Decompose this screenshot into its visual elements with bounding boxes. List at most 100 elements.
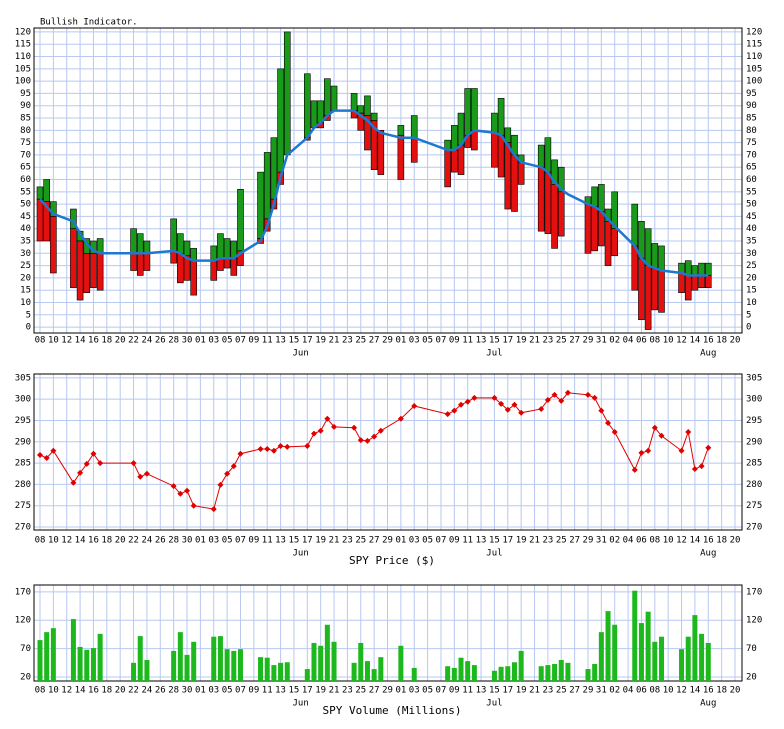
price-point — [237, 450, 244, 457]
bullish-bar — [277, 68, 284, 173]
x-tick-label: 26 — [155, 536, 166, 546]
volume-bar — [612, 624, 618, 681]
x-tick-label: 16 — [703, 686, 714, 696]
volume-bar — [70, 619, 76, 681]
x-tick-label: 28 — [168, 686, 179, 696]
price-point — [397, 415, 404, 422]
volume-bar — [638, 623, 644, 681]
bearish-bar — [377, 130, 385, 175]
volume-bar — [304, 669, 310, 681]
y-tick-label: 20 — [20, 673, 31, 683]
bullish-bar — [304, 73, 311, 139]
x-tick-label: 04 — [623, 336, 634, 346]
y-tick-label: 40 — [746, 224, 757, 234]
x-tick-label: 02 — [609, 336, 620, 346]
x-tick-label: 17 — [302, 336, 313, 346]
price-point — [210, 506, 217, 513]
bearish-bar — [43, 201, 50, 242]
y-tick-label: 300 — [15, 395, 31, 405]
x-tick-label: 23 — [542, 536, 553, 546]
x-tick-label: 23 — [342, 686, 353, 696]
x-tick-label: 22 — [128, 336, 139, 346]
price-point — [504, 406, 511, 413]
price-point — [37, 451, 43, 458]
x-tick-label: 14 — [75, 536, 86, 546]
x-tick-label: 26 — [155, 686, 166, 696]
y-tick-label: 55 — [746, 187, 757, 197]
volume-bar — [552, 663, 558, 681]
x-tick-label: 14 — [689, 536, 700, 546]
y-tick-label: 25 — [746, 261, 757, 271]
bullish-bar — [591, 186, 598, 207]
price-point — [544, 397, 551, 403]
price-point — [645, 447, 652, 454]
price-point — [224, 470, 231, 477]
y-tick-label: 95 — [20, 89, 31, 99]
price-point — [284, 443, 291, 450]
bullish-bar — [651, 243, 659, 269]
volume-bar — [371, 669, 377, 681]
x-tick-label: 13 — [275, 336, 286, 346]
bearish-bar — [237, 250, 244, 266]
x-tick-label: 06 — [636, 336, 647, 346]
volume-bar — [605, 611, 611, 681]
y-tick-label: 290 — [746, 437, 762, 447]
volume-bar — [545, 665, 551, 681]
price-point — [184, 487, 191, 494]
x-tick-label: 09 — [449, 536, 460, 546]
x-tick-label: 01 — [195, 686, 206, 696]
x-tick-label: 08 — [649, 536, 660, 546]
volume-bar — [645, 611, 651, 681]
bullish-bar — [263, 152, 271, 220]
bearish-bar — [223, 257, 231, 269]
x-tick-label: 28 — [168, 536, 179, 546]
x-tick-label: 19 — [516, 536, 527, 546]
y-tick-label: 110 — [746, 52, 762, 62]
bullish-bar — [330, 85, 338, 111]
x-tick-label: 23 — [542, 336, 553, 346]
y-tick-label: 30 — [20, 249, 31, 259]
month-label: Jun — [292, 549, 308, 559]
x-tick-label: 16 — [88, 536, 99, 546]
month-label: Aug — [700, 349, 716, 359]
x-tick-label: 06 — [636, 686, 647, 696]
y-tick-label: 80 — [746, 126, 757, 136]
volume-bar — [184, 654, 190, 681]
price-point — [137, 473, 144, 480]
x-tick-label: 29 — [382, 686, 393, 696]
y-tick-label: 70 — [746, 644, 757, 654]
price-point — [190, 502, 197, 509]
bearish-bar — [183, 255, 191, 281]
bullish-bar — [704, 262, 712, 276]
x-tick-label: 09 — [248, 686, 259, 696]
y-tick-label: 305 — [746, 373, 762, 383]
x-tick-label: 10 — [663, 536, 674, 546]
price-point — [584, 391, 591, 398]
x-tick-label: 18 — [101, 536, 112, 546]
price-point — [324, 415, 331, 422]
y-tick-label: 50 — [20, 200, 31, 210]
x-tick-label: 23 — [342, 336, 353, 346]
x-tick-label: 11 — [262, 536, 273, 546]
price-point — [705, 444, 712, 451]
bullish-bar — [136, 233, 144, 254]
volume-bar — [598, 632, 604, 681]
y-tick-label: 10 — [20, 298, 31, 308]
volume-bar — [378, 657, 384, 681]
volume-bar — [271, 665, 277, 681]
price-point — [538, 405, 545, 412]
bearish-bar — [370, 120, 378, 170]
volume-bar — [37, 640, 43, 681]
price-point — [230, 463, 237, 470]
x-tick-label: 08 — [35, 536, 46, 546]
volume-bar — [592, 663, 598, 681]
volume-bar — [692, 615, 698, 681]
y-tick-label: 110 — [15, 52, 31, 62]
volume-bar — [258, 657, 264, 681]
x-tick-label: 25 — [556, 686, 567, 696]
bearish-bar — [357, 112, 365, 131]
y-tick-label: 105 — [746, 64, 762, 74]
bearish-bar — [691, 275, 699, 291]
volume-bar — [498, 666, 504, 681]
y-tick-label: 80 — [20, 126, 31, 136]
